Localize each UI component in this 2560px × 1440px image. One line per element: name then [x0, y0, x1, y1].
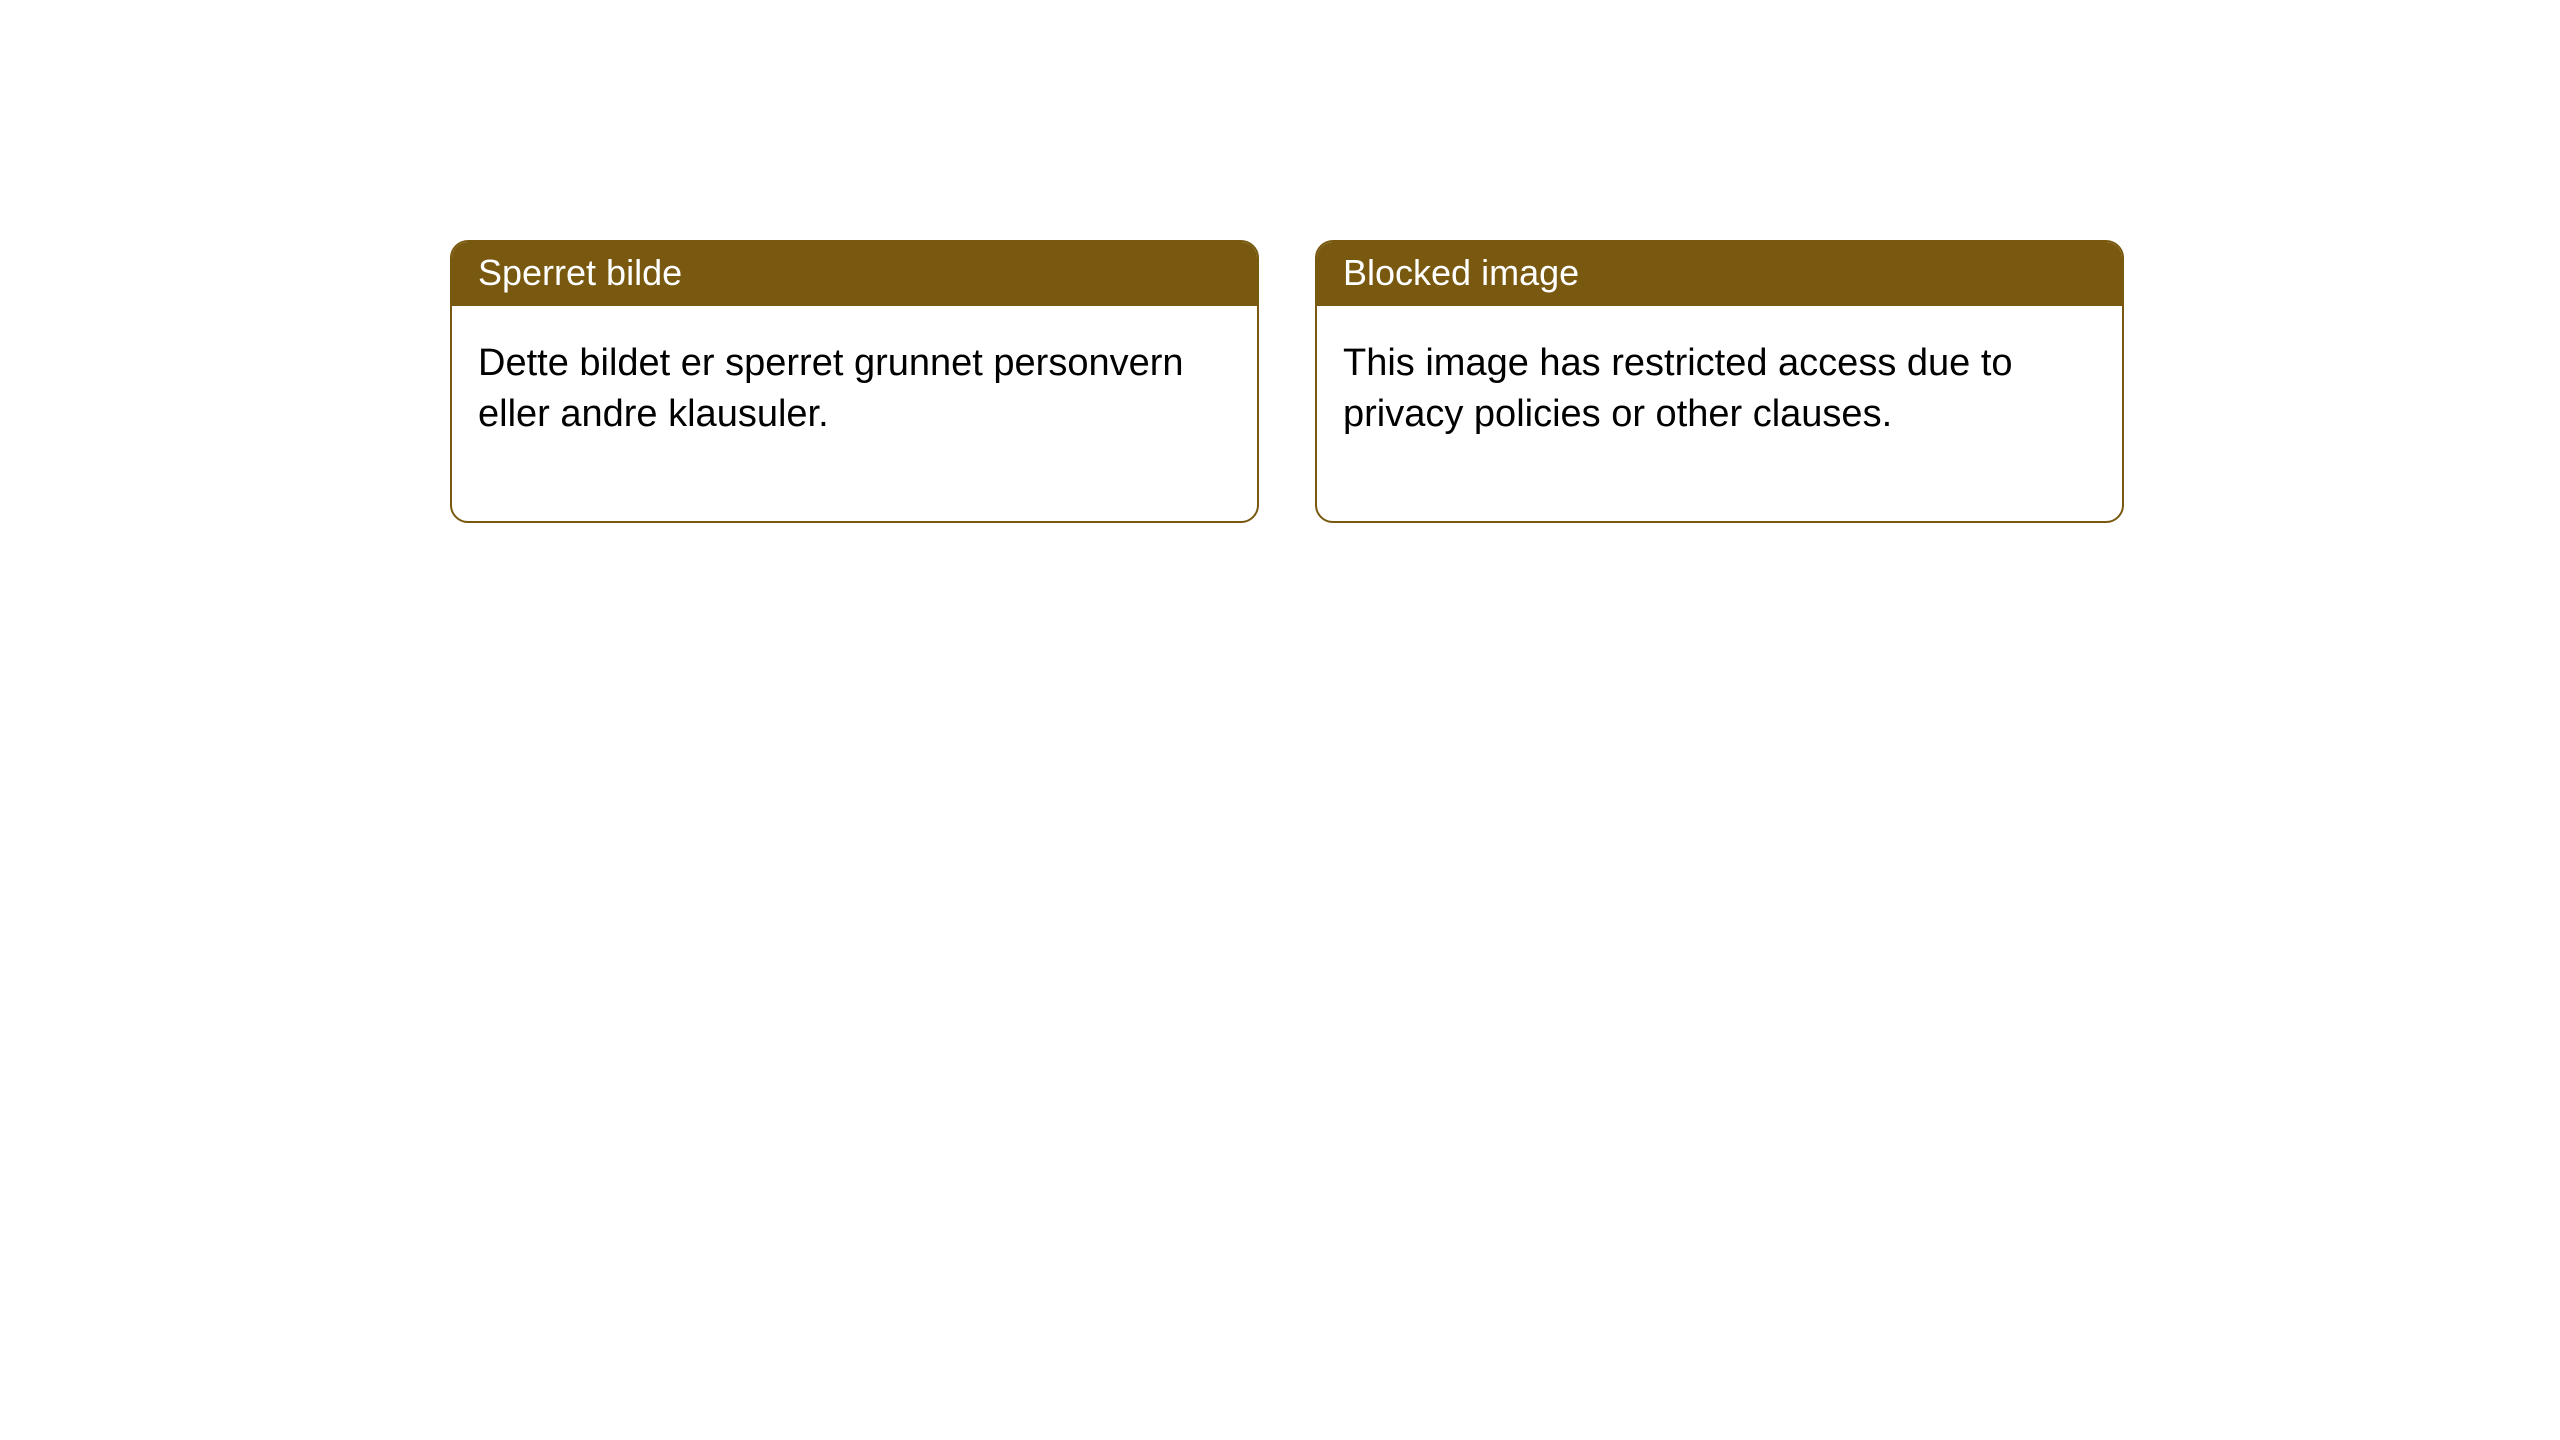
- notice-card-english: Blocked image This image has restricted …: [1315, 240, 2124, 523]
- card-body: Dette bildet er sperret grunnet personve…: [452, 306, 1257, 521]
- notice-card-norwegian: Sperret bilde Dette bildet er sperret gr…: [450, 240, 1259, 523]
- card-header: Sperret bilde: [452, 242, 1257, 306]
- notice-container: Sperret bilde Dette bildet er sperret gr…: [0, 0, 2560, 523]
- card-header: Blocked image: [1317, 242, 2122, 306]
- card-body: This image has restricted access due to …: [1317, 306, 2122, 521]
